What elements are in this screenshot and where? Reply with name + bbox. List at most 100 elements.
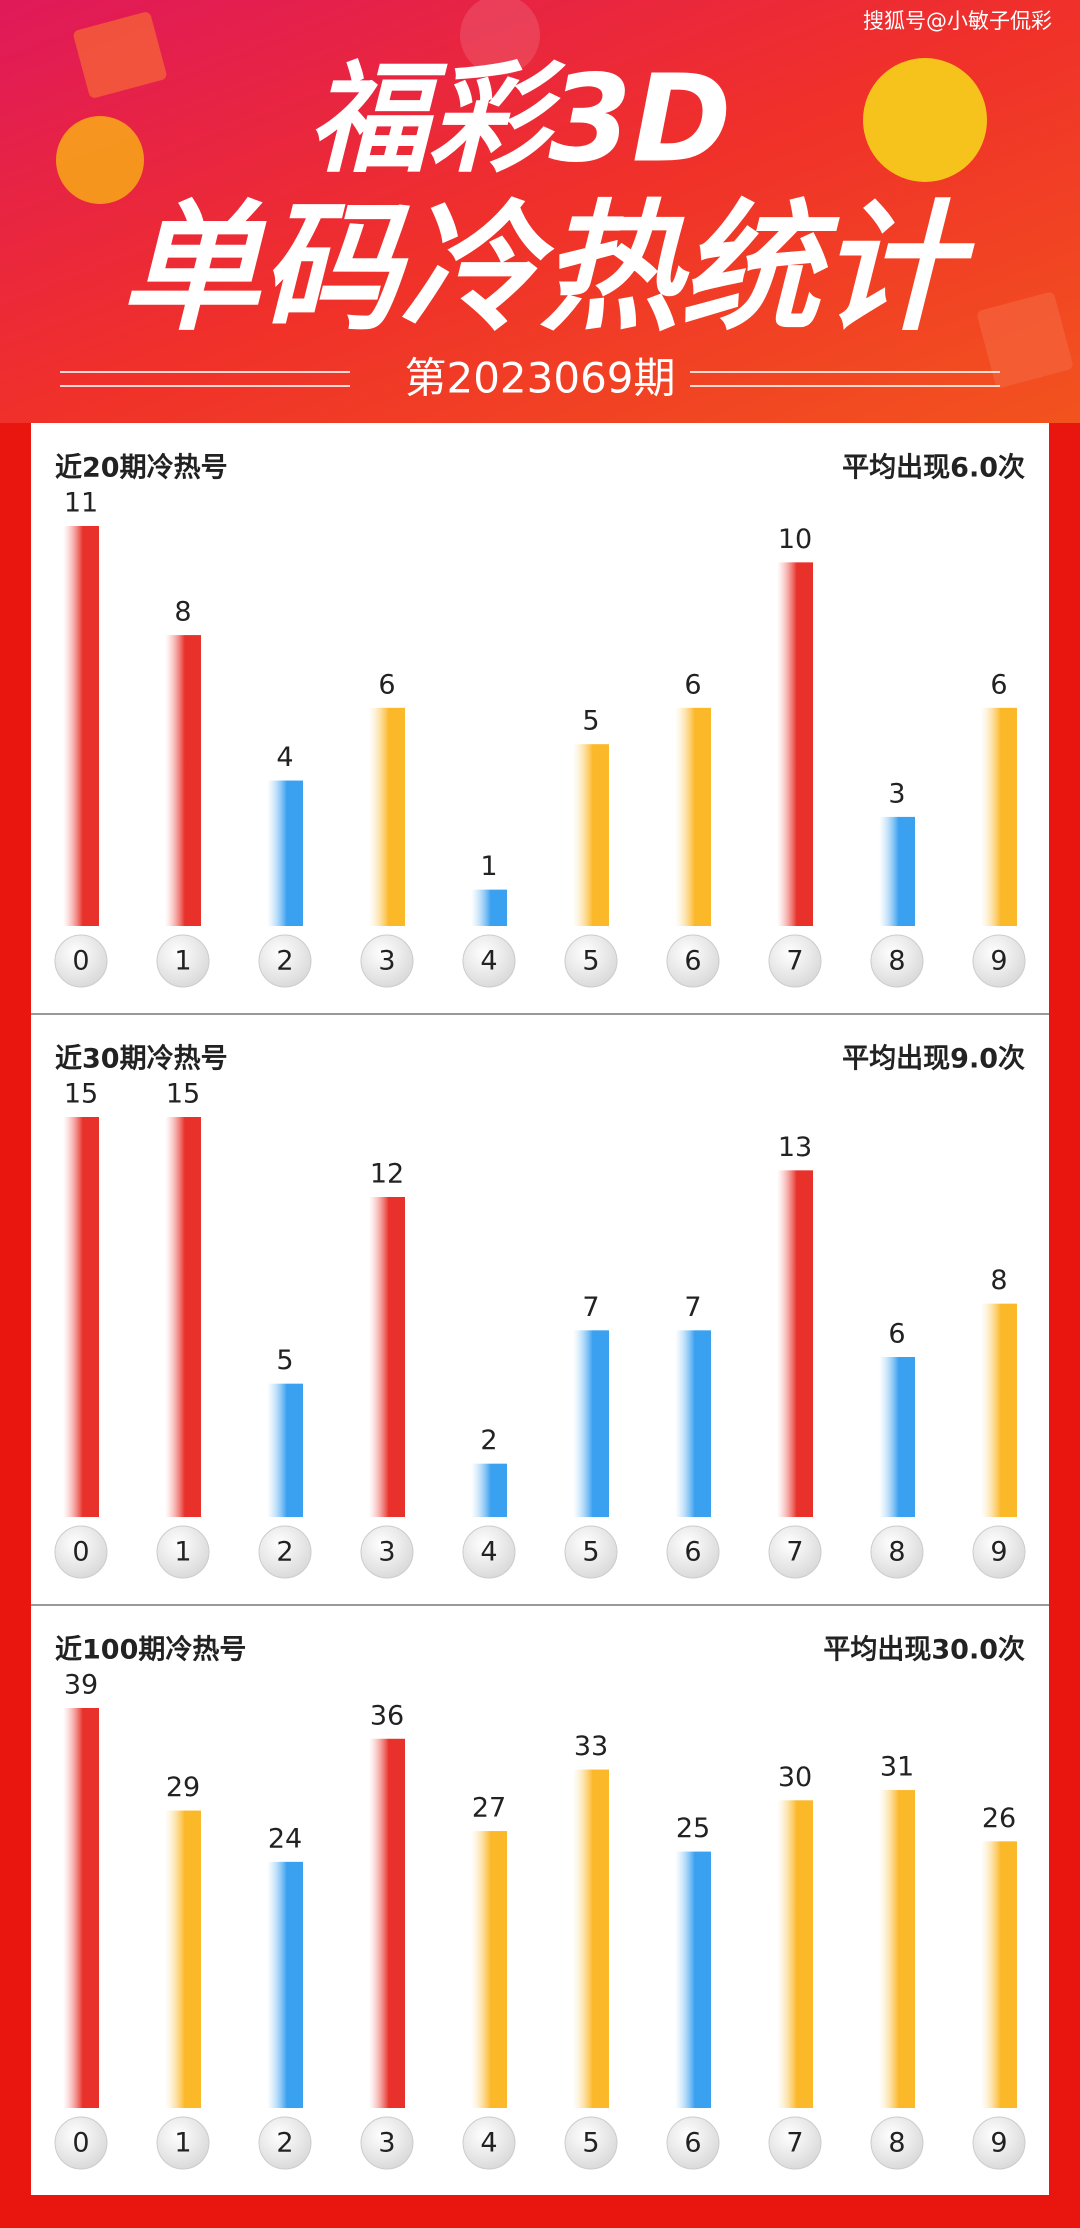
number-ball [564,1525,618,1579]
category-label: 3 [378,1537,395,1568]
category-label: 4 [480,2128,497,2159]
value-label: 8 [990,1265,1007,1296]
chart-title: 近100期冷热号 [55,1635,246,1666]
value-label: 33 [574,1731,608,1762]
category-label: 0 [72,2128,89,2159]
bar [573,1769,609,2108]
bar [369,1197,405,1517]
watermark: 搜狐号@小敏子侃彩 [863,9,1052,33]
value-label: 8 [174,597,191,628]
value-label: 26 [982,1803,1016,1834]
category-label: 9 [990,946,1007,977]
coin [56,116,144,204]
chart-title: 近20期冷热号 [55,453,228,484]
category-label: 5 [582,1537,599,1568]
bar [471,1831,507,2108]
value-label: 2 [480,1425,497,1456]
title: 福彩3D [308,51,731,190]
bar [165,1117,201,1517]
issue: 第2023069期 [404,354,675,403]
category-label: 1 [174,2128,191,2159]
chart-subtitle: 平均出现9.0次 [842,1044,1025,1075]
bar [879,1357,915,1517]
category-label: 7 [786,2128,803,2159]
number-ball [870,2116,924,2170]
number-ball [462,1525,516,1579]
bar [879,816,915,926]
bar [165,635,201,926]
category-label: 6 [684,2128,701,2159]
value-label: 4 [276,742,293,773]
bar [267,1383,303,1517]
subtitle: 单码冷热统计 [120,188,975,351]
category-label: 7 [786,1537,803,1568]
value-label: 7 [684,1292,701,1323]
category-label: 5 [582,946,599,977]
value-label: 30 [778,1762,812,1793]
category-label: 0 [72,1537,89,1568]
number-ball [972,2116,1026,2170]
bar [471,889,507,926]
bar [675,1330,711,1517]
bar [267,780,303,926]
number-ball [768,934,822,988]
category-label: 3 [378,2128,395,2159]
value-label: 1 [480,851,497,882]
category-label: 8 [888,2128,905,2159]
bar [63,1708,99,2108]
number-ball [156,934,210,988]
value-label: 10 [778,524,812,555]
number-ball [54,934,108,988]
number-ball [258,2116,312,2170]
number-ball [666,1525,720,1579]
bar [675,1851,711,2108]
category-label: 6 [684,1537,701,1568]
value-label: 15 [166,1079,200,1110]
number-ball [972,1525,1026,1579]
bar [369,1738,405,2108]
value-label: 6 [684,669,701,700]
value-label: 31 [880,1752,914,1783]
bar [981,1841,1017,2108]
bar [573,1330,609,1517]
bar [981,707,1017,926]
category-label: 5 [582,2128,599,2159]
number-ball [972,934,1026,988]
bar [369,707,405,926]
bar [777,1170,813,1517]
bar [879,1790,915,2108]
category-label: 6 [684,946,701,977]
value-label: 29 [166,1772,200,1803]
value-label: 6 [990,669,1007,700]
value-label: 25 [676,1813,710,1844]
category-label: 2 [276,1537,293,1568]
number-ball [156,2116,210,2170]
number-ball [54,2116,108,2170]
number-ball [462,934,516,988]
category-label: 1 [174,946,191,977]
category-label: 4 [480,1537,497,1568]
number-ball [768,2116,822,2170]
number-ball [564,934,618,988]
bar [675,707,711,926]
bar [63,1117,99,1517]
category-label: 9 [990,1537,1007,1568]
value-label: 5 [582,706,599,737]
category-label: 0 [72,946,89,977]
value-label: 11 [64,488,98,519]
value-label: 7 [582,1292,599,1323]
category-label: 8 [888,1537,905,1568]
category-label: 3 [378,946,395,977]
category-label: 7 [786,946,803,977]
number-ball [870,1525,924,1579]
number-ball [360,934,414,988]
bar [777,1800,813,2108]
deco-lines [60,371,1000,387]
value-label: 27 [472,1793,506,1824]
value-label: 6 [378,669,395,700]
number-ball [768,1525,822,1579]
number-ball [666,2116,720,2170]
category-label: 8 [888,946,905,977]
